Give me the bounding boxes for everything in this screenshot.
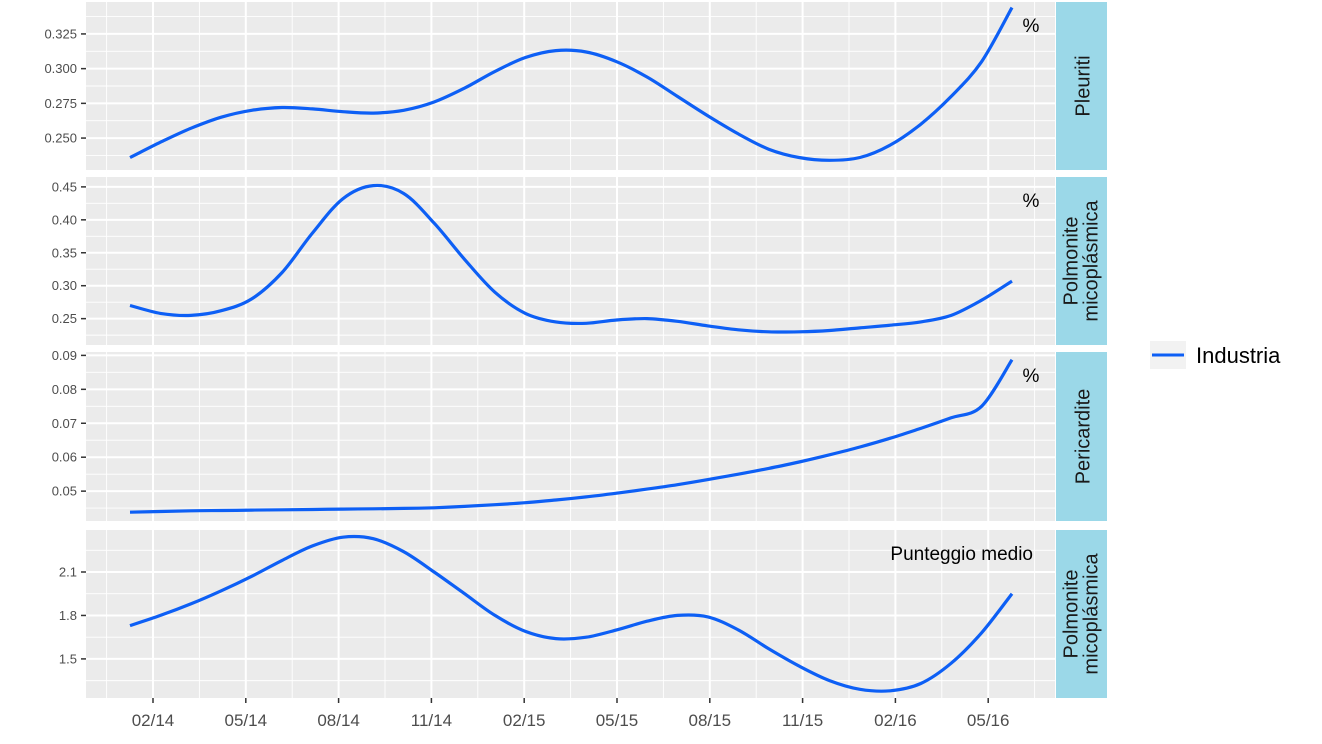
panel-3: 0.05 0.06 0.07 0.08 0.09% Pericardite xyxy=(52,348,1107,521)
y-tick-label: 0.30 xyxy=(52,278,77,293)
unit-annotation: % xyxy=(1023,191,1040,212)
y-tick-label: 0.09 xyxy=(52,348,77,363)
facet-strip xyxy=(1056,177,1107,345)
facet-strip-label: Polmonitemicoplásmica xyxy=(1061,200,1103,322)
series-line-industria xyxy=(129,534,1014,693)
y-tick-label: 0.07 xyxy=(52,416,77,431)
x-tick-label: 05/14 xyxy=(225,711,268,730)
y-tick-label: 2.1 xyxy=(59,565,77,580)
x-tick-label: 05/16 xyxy=(967,711,1010,730)
facet-strip-label: Pleuriti xyxy=(1073,55,1095,116)
y-tick-label: 1.5 xyxy=(59,651,77,666)
y-tick-label: 0.25 xyxy=(52,311,77,326)
y-tick-label: 0.06 xyxy=(52,450,77,465)
panel-2: 0.25 0.30 0.35 0.40 0.45% Polmonitemicoplásmi… xyxy=(52,177,1107,345)
x-tick-label: 05/15 xyxy=(596,711,639,730)
series-line-industria xyxy=(129,6,1014,162)
x-tick-label: 11/14 xyxy=(411,711,452,730)
y-tick-label: 1.8 xyxy=(59,608,77,623)
x-tick-label: 08/15 xyxy=(689,711,732,730)
facet-strip xyxy=(1056,352,1107,521)
y-tick-label: 0.40 xyxy=(52,212,77,227)
facet-strip xyxy=(1056,530,1107,698)
panel-1: 0.250 0.275 0.300 0.325 % Pleuriti xyxy=(44,2,1107,170)
y-tick-label: 0.325 xyxy=(44,26,77,41)
x-tick-label: 11/15 xyxy=(782,711,823,730)
unit-annotation: Punteggio medio xyxy=(890,544,1033,565)
x-tick-label: 08/14 xyxy=(317,711,360,730)
x-axis: 02/14 05/14 08/14 11/14 02/15 05/15 08/15 11/15… xyxy=(132,698,1010,730)
x-tick-label: 02/16 xyxy=(874,711,917,730)
facet-strip-label: Pericardite xyxy=(1073,389,1095,485)
y-tick-label: 0.08 xyxy=(52,382,77,397)
y-tick-label: 0.250 xyxy=(44,131,77,146)
facet-strip-label: Polmonitemicoplásmica xyxy=(1061,553,1103,675)
panel-4: 1.5 1.8 2.1 Punteggio medio Polmonitemicoplá… xyxy=(59,530,1107,698)
unit-annotation: % xyxy=(1023,366,1040,387)
y-tick-label: 0.45 xyxy=(52,179,77,194)
y-tick-label: 0.275 xyxy=(44,96,77,111)
facet-strip xyxy=(1056,2,1107,170)
y-tick-label: 0.35 xyxy=(52,245,77,260)
unit-annotation: % xyxy=(1023,16,1040,37)
y-tick-label: 0.05 xyxy=(52,484,77,499)
x-tick-label: 02/14 xyxy=(132,711,175,730)
series-line-industria xyxy=(129,183,1013,334)
chart-panels: 0.250 0.275 0.300 0.325 % Pleuriti 0.25 0.30 0.3… xyxy=(44,2,1107,698)
x-tick-label: 02/15 xyxy=(503,711,546,730)
series-line-industria xyxy=(129,358,1014,514)
y-tick-label: 0.300 xyxy=(44,61,77,76)
legend: Industria xyxy=(1150,341,1281,369)
legend-label-industria: Industria xyxy=(1196,343,1281,368)
